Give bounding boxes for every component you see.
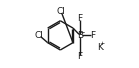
Text: F: F xyxy=(77,14,83,23)
Text: B: B xyxy=(77,31,83,40)
Text: F: F xyxy=(77,52,83,61)
Text: Cl: Cl xyxy=(35,31,44,40)
Text: K: K xyxy=(97,43,103,52)
Text: F: F xyxy=(90,31,95,40)
Text: −: − xyxy=(79,29,85,34)
Text: +: + xyxy=(99,41,105,46)
Text: Cl: Cl xyxy=(57,7,65,16)
